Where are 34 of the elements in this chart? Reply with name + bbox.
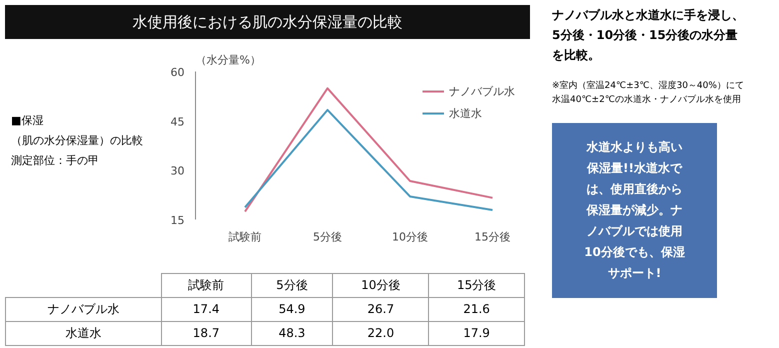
category-label: 15分後 [456,278,496,292]
text: 測定部位：手の甲 [11,154,99,167]
category-label: 5分後 [276,278,308,292]
text: 水道水よりも高い保湿量!!水道水では、使用直後から保湿量が減少。ナノバブルでは使用10分後でも、保湿サポート! [552,123,717,298]
data-label: 21.6 [428,298,524,322]
data-label: 18.7 [161,322,252,346]
category-label: 10分後 [361,278,400,292]
y-tick-label: 60 [170,66,185,79]
data-label: 54.9 [251,298,333,322]
data-label: 26.7 [332,298,429,322]
line-series [244,87,494,213]
data-label: 17.4 [161,298,252,322]
y-axis-title: （水分量%） [196,54,261,66]
text: ナノバブル水 [47,302,120,316]
y-tick-label: 15 [170,214,185,227]
text: 水道水 [65,326,102,340]
line-series [244,108,494,211]
data-label: 17.9 [428,322,524,346]
text: ■保湿 [11,114,44,127]
legend-label: 水道水 [449,106,482,120]
x-tick-label: 15分後 [474,230,510,244]
x-tick-label: 試験前 [228,230,262,244]
x-tick-label: 5分後 [313,230,342,244]
y-tick-label: 30 [170,164,185,178]
legend-label: ナノバブル水 [449,84,515,98]
text: ※室内（室温24℃±3℃、湿度30～40%）にて水温40℃±2℃の水道水・ナノバブル水を使用 [552,80,745,107]
chart-title: 水使用後における肌の水分保湿量の比較 [5,5,530,39]
y-tick-label: 45 [170,115,185,128]
x-tick-label: 10分後 [392,230,428,244]
data-label: 22.0 [332,322,429,346]
category-label: 試験前 [188,278,224,292]
text: （肌の水分保湿量）の比較 [11,134,143,147]
text: ナノバブル水と水道水に手を浸し、5分後・10分後・15分後の水分量を比較。 [552,7,745,64]
data-label: 48.3 [251,322,333,346]
